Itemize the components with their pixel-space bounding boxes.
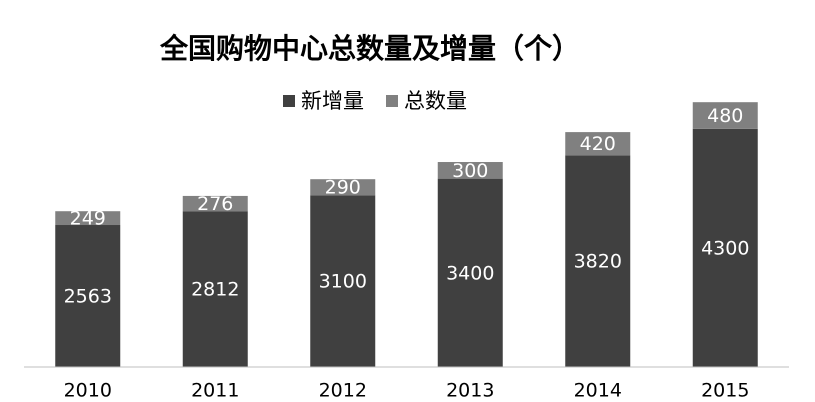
bar-segment [692, 102, 758, 129]
x-tick-label: 2013 [446, 380, 494, 402]
data-label: 480 [707, 105, 743, 127]
bar-segment [310, 179, 376, 196]
data-label: 249 [70, 208, 106, 230]
x-tick-label: 2012 [319, 380, 367, 402]
data-label: 3820 [574, 251, 622, 273]
legend-swatch [386, 95, 398, 107]
bar-segment [692, 128, 758, 367]
legend-swatch [283, 95, 295, 107]
legend-label: 总数量 [404, 89, 467, 113]
bar-segment [437, 178, 503, 367]
data-label: 300 [452, 160, 488, 182]
data-label: 3400 [446, 262, 494, 284]
bar-segment [310, 195, 376, 367]
chart-title: 全国购物中心总数量及增量（个） [159, 32, 580, 65]
data-label: 4300 [701, 237, 749, 259]
bar-segment [565, 155, 631, 367]
bar-segment [182, 211, 248, 367]
data-label: 3100 [319, 271, 367, 293]
legend-label: 新增量 [301, 89, 364, 113]
bar-segment [55, 225, 121, 367]
bar-segment [182, 195, 248, 212]
data-label: 2812 [191, 279, 239, 301]
data-label: 290 [325, 177, 361, 199]
x-tick-label: 2011 [191, 380, 239, 402]
bar-segment [565, 132, 631, 156]
x-tick-label: 2015 [701, 380, 749, 402]
data-label: 276 [197, 193, 233, 215]
x-tick-label: 2010 [64, 380, 112, 402]
data-label: 420 [580, 133, 616, 155]
bar-segment [437, 162, 503, 179]
x-tick-label: 2014 [574, 380, 622, 402]
data-label: 2563 [64, 286, 112, 308]
bar-segment [55, 211, 121, 226]
